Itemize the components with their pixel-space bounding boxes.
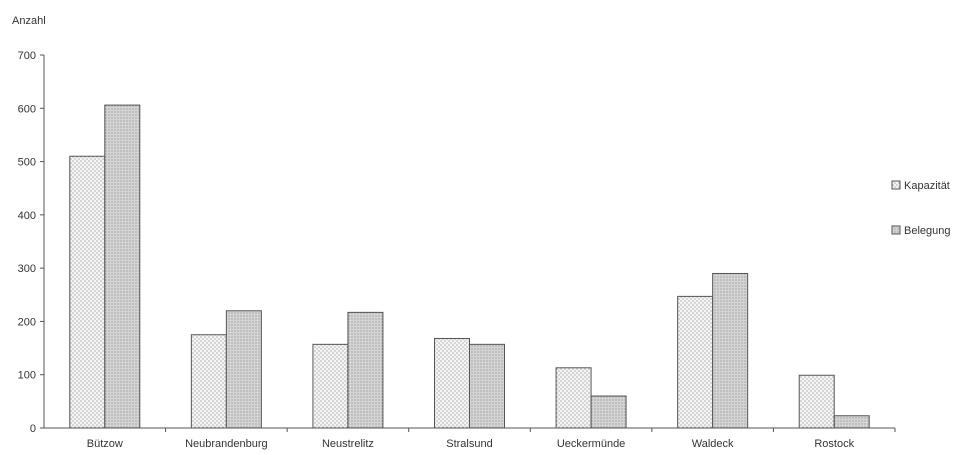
y-tick-label: 700 bbox=[18, 50, 36, 62]
x-category-label: Neustrelitz bbox=[322, 438, 374, 450]
x-category-label: Rostock bbox=[814, 438, 854, 450]
legend-swatch-belegung bbox=[891, 225, 901, 235]
y-tick-label: 500 bbox=[18, 157, 36, 169]
y-ticks: 0 100 200 300 400 500 600 700 bbox=[18, 50, 44, 435]
y-tick-label: 300 bbox=[18, 263, 36, 275]
bar-belegung bbox=[712, 272, 749, 429]
bar-kapazitaet bbox=[190, 334, 227, 429]
bars bbox=[69, 104, 870, 429]
bar-kapazitaet bbox=[69, 155, 106, 429]
bar-kapazitaet bbox=[555, 367, 592, 429]
y-tick-label: 600 bbox=[18, 103, 36, 115]
x-category-label: Waldeck bbox=[692, 438, 734, 450]
y-axis-title: Anzahl bbox=[12, 15, 46, 27]
legend-label-kapazitaet: Kapazität bbox=[904, 180, 950, 192]
bar-belegung bbox=[347, 311, 384, 429]
y-tick-label: 0 bbox=[30, 423, 36, 435]
legend: Kapazität Belegung bbox=[891, 180, 951, 237]
bar-belegung bbox=[833, 415, 870, 429]
bar-belegung bbox=[590, 395, 627, 429]
y-tick-label: 100 bbox=[18, 370, 36, 382]
bar-kapazitaet bbox=[312, 343, 349, 429]
bar-belegung bbox=[225, 310, 262, 429]
y-tick-label: 200 bbox=[18, 316, 36, 328]
x-category-label: Ueckermünde bbox=[557, 438, 625, 450]
bar-belegung bbox=[104, 104, 141, 429]
y-tick-label: 400 bbox=[18, 210, 36, 222]
bar-kapazitaet bbox=[798, 374, 835, 429]
legend-swatch-kapazitaet bbox=[891, 180, 901, 190]
x-category-label: Neubrandenburg bbox=[185, 438, 268, 450]
bar-kapazitaet bbox=[434, 337, 470, 429]
bar-kapazitaet bbox=[677, 295, 714, 429]
x-categories: Bützow Neubrandenburg Neustrelitz Stralsund… bbox=[87, 428, 896, 450]
x-category-label: Bützow bbox=[87, 438, 123, 450]
x-category-label: Stralsund bbox=[446, 438, 492, 450]
bar-belegung bbox=[469, 343, 505, 429]
legend-label-belegung: Belegung bbox=[904, 225, 951, 237]
